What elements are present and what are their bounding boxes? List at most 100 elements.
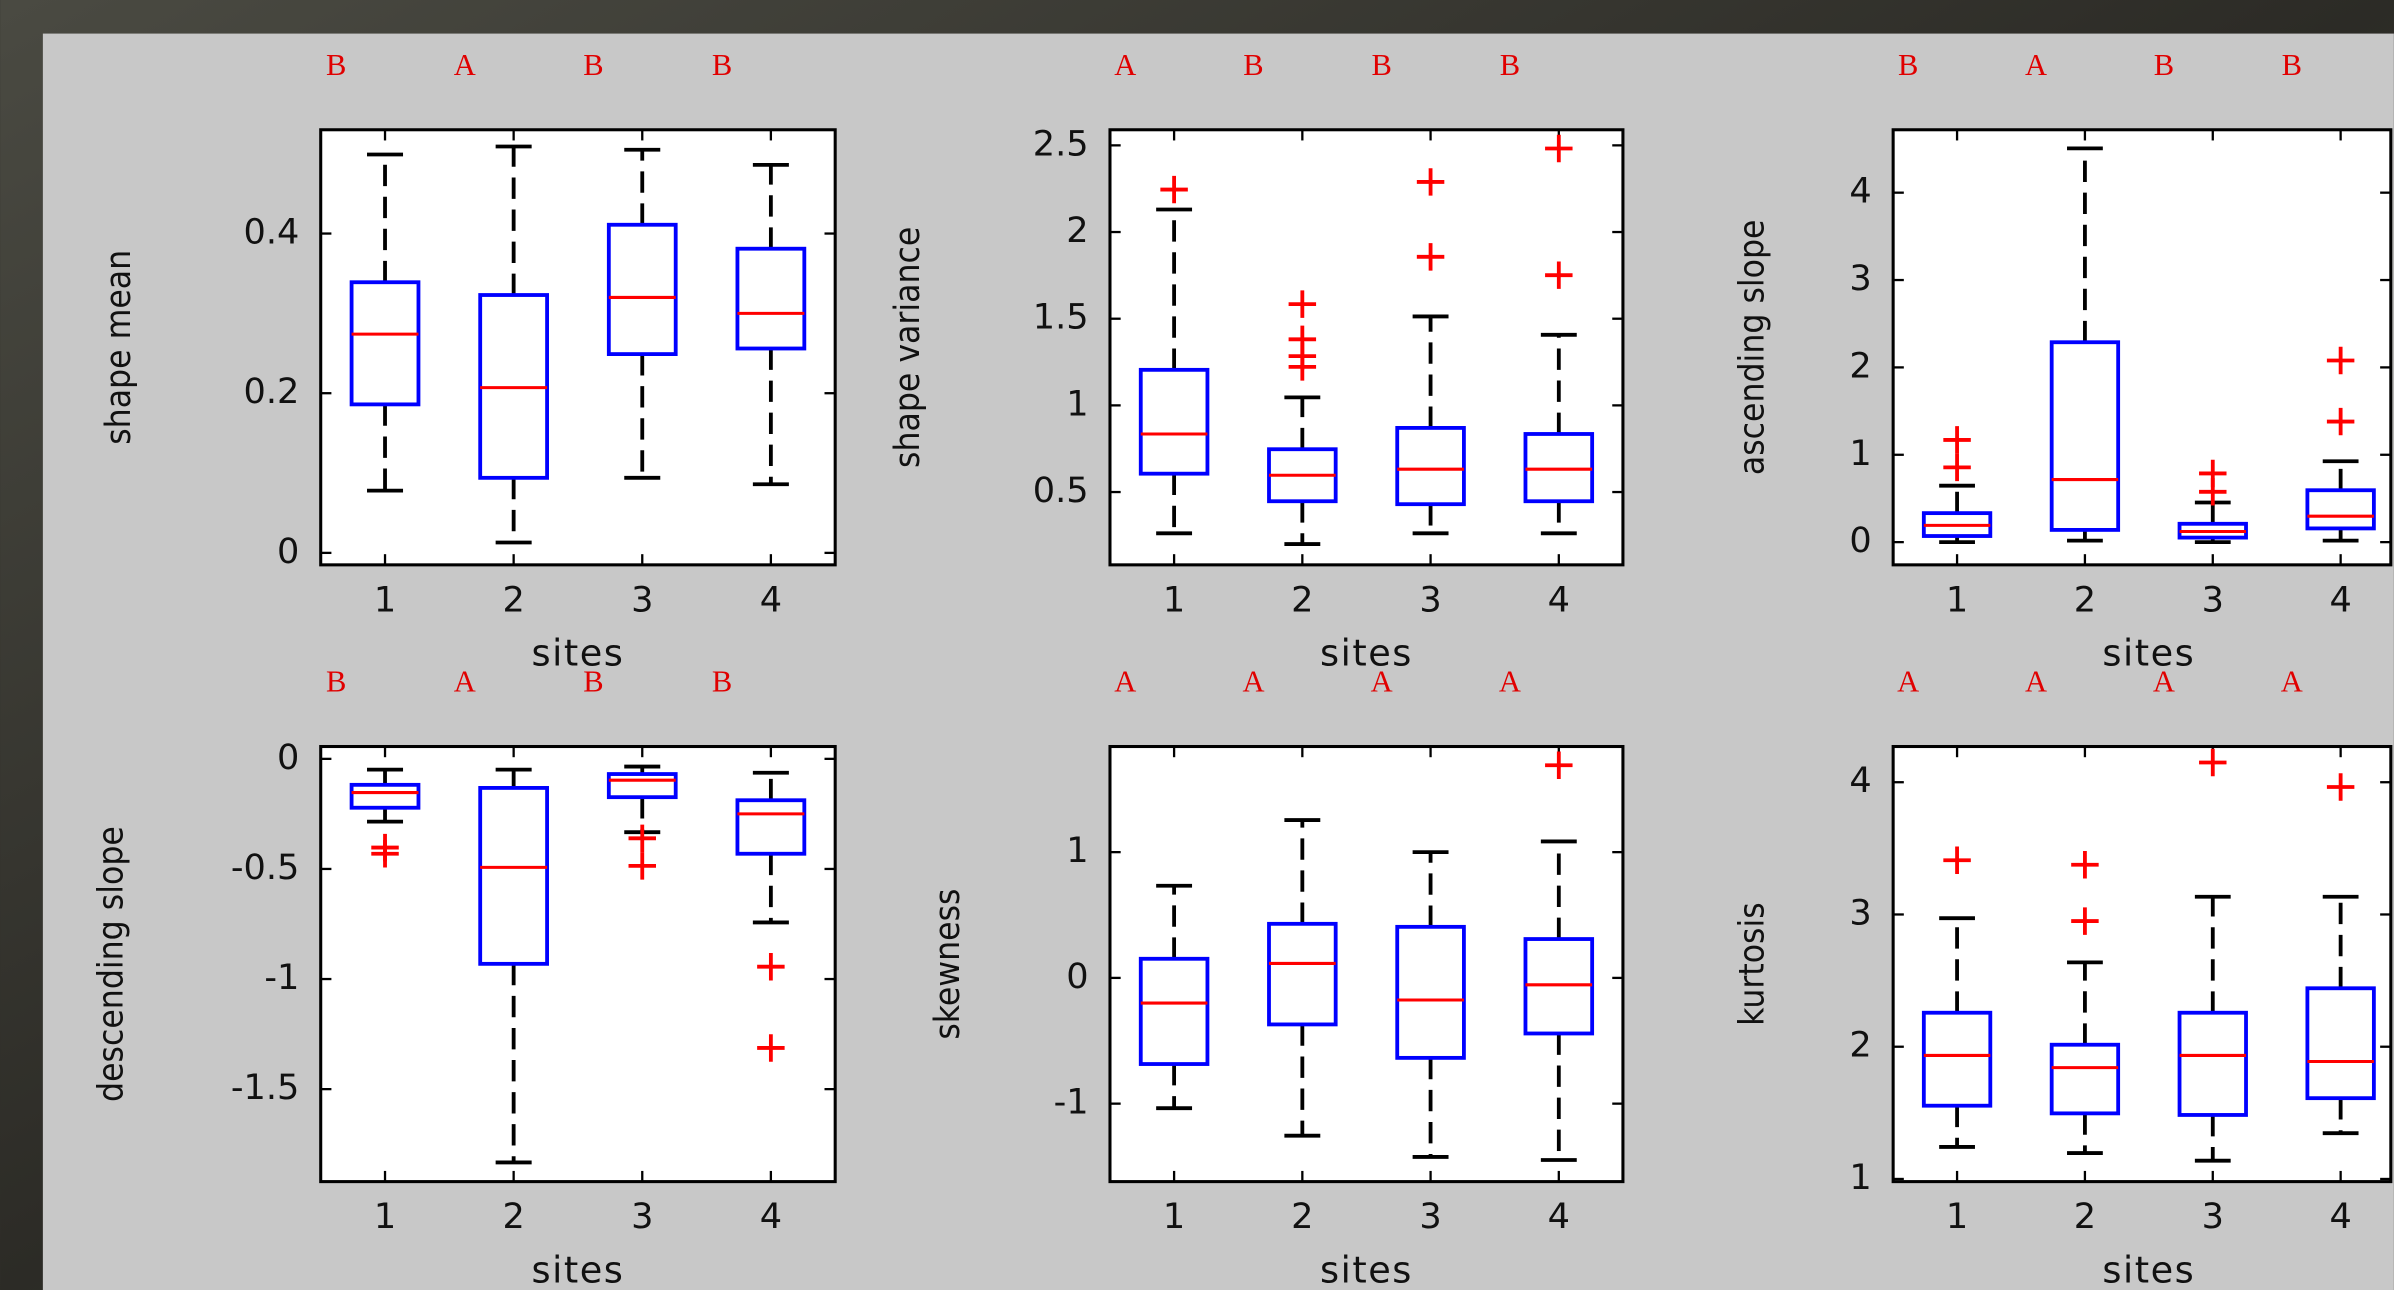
significance-letter: A: [1242, 665, 1264, 699]
plot-area: [1893, 747, 2391, 1182]
y-tick-label: 0.2: [243, 371, 299, 412]
y-tick-label: 2.5: [1033, 123, 1089, 164]
box: [1141, 959, 1208, 1064]
significance-letter: B: [326, 665, 346, 699]
significance-letter: B: [712, 48, 732, 82]
y-tick-label: 1: [1066, 383, 1088, 424]
y-axis-label: kurtosis: [1731, 902, 1772, 1026]
box: [1397, 428, 1464, 504]
box: [1397, 927, 1464, 1058]
box: [1269, 924, 1336, 1025]
x-tick-label: 1: [1163, 579, 1185, 620]
x-tick-label: 2: [2074, 1196, 2096, 1237]
x-tick-label: 4: [2329, 579, 2351, 620]
y-tick-label: 1.5: [1033, 297, 1089, 338]
x-tick-label: 4: [1548, 1196, 1570, 1237]
box: [1924, 1013, 1990, 1106]
box: [2307, 490, 2373, 528]
y-tick-label: 4: [1849, 760, 1871, 801]
significance-letter: A: [2153, 665, 2175, 699]
y-axis-label: skewness: [927, 888, 968, 1039]
y-tick-label: 0: [277, 531, 299, 572]
x-axis-label: sites: [532, 1248, 625, 1290]
x-tick-label: 4: [760, 1196, 782, 1237]
x-tick-label: 3: [631, 1196, 653, 1237]
significance-letter: B: [583, 48, 603, 82]
y-tick-label: 0: [1066, 956, 1088, 997]
y-tick-label: 0: [277, 737, 299, 778]
x-axis-label: sites: [2102, 632, 2195, 675]
x-axis-label: sites: [1320, 632, 1413, 675]
x-tick-label: 2: [502, 1196, 524, 1237]
y-tick-label: -1: [1054, 1082, 1089, 1123]
y-tick-label: 4: [1849, 171, 1871, 212]
significance-letter: A: [1114, 665, 1136, 699]
y-tick-label: 1: [1849, 433, 1871, 474]
x-axis-label: sites: [532, 632, 625, 675]
x-tick-label: 2: [1291, 1196, 1313, 1237]
x-tick-label: 2: [1291, 579, 1313, 620]
box: [737, 249, 804, 349]
significance-letter: B: [1372, 48, 1392, 82]
y-axis-label: shape mean: [98, 250, 139, 445]
significance-letter: A: [2281, 665, 2303, 699]
significance-letter: A: [454, 48, 476, 82]
box: [737, 800, 804, 854]
box: [2052, 342, 2118, 530]
x-tick-label: 1: [374, 1196, 396, 1237]
y-tick-label: 2: [1849, 1025, 1871, 1066]
significance-letter: A: [1499, 665, 1521, 699]
y-tick-label: 3: [1849, 258, 1871, 299]
x-tick-label: 3: [1419, 1196, 1441, 1237]
significance-letter: B: [326, 48, 346, 82]
significance-letter: A: [454, 665, 476, 699]
y-axis-label: ascending slope: [1731, 219, 1772, 475]
y-tick-label: 3: [1849, 892, 1871, 933]
significance-letter: B: [2154, 48, 2174, 82]
x-tick-label: 4: [760, 579, 782, 620]
significance-letter: A: [1371, 665, 1393, 699]
x-tick-label: 4: [1548, 579, 1570, 620]
significance-letter: A: [1114, 48, 1136, 82]
x-tick-label: 1: [1163, 1196, 1185, 1237]
significance-letter: B: [1243, 48, 1263, 82]
y-tick-label: 1: [1066, 830, 1088, 871]
y-axis-label: shape variance: [887, 227, 928, 468]
significance-letter: A: [2025, 665, 2047, 699]
x-tick-label: 4: [2329, 1196, 2351, 1237]
significance-letter: B: [712, 665, 732, 699]
y-tick-label: 1: [1849, 1157, 1871, 1198]
box: [2052, 1045, 2118, 1114]
x-axis-label: sites: [2102, 1248, 2195, 1290]
x-tick-label: 3: [2202, 1196, 2224, 1237]
box: [480, 788, 547, 964]
x-tick-label: 3: [1419, 579, 1441, 620]
box: [1525, 434, 1592, 501]
figure: 00.20.41B2A3B4Bsitesshape mean0.511.522.…: [0, 0, 2394, 1290]
significance-letter: B: [1898, 48, 1918, 82]
y-tick-label: -0.5: [231, 847, 300, 888]
significance-letter: A: [2025, 48, 2047, 82]
y-tick-label: 2: [1849, 345, 1871, 386]
significance-letter: B: [1500, 48, 1520, 82]
box: [352, 785, 419, 808]
x-tick-label: 2: [502, 579, 524, 620]
y-axis-label: descending slope: [90, 826, 131, 1102]
x-tick-label: 3: [631, 579, 653, 620]
x-axis-label: sites: [1320, 1248, 1413, 1290]
box: [609, 774, 676, 797]
box: [2307, 988, 2373, 1098]
x-tick-label: 1: [1946, 1196, 1968, 1237]
box: [352, 282, 419, 404]
y-tick-label: -1.5: [231, 1067, 300, 1108]
x-tick-label: 3: [2202, 579, 2224, 620]
y-tick-label: 2: [1066, 210, 1088, 251]
significance-letter: B: [2282, 48, 2302, 82]
significance-letter: B: [583, 665, 603, 699]
x-tick-label: 1: [1946, 579, 1968, 620]
box: [609, 225, 676, 354]
box: [2180, 1013, 2246, 1115]
y-tick-label: 0.5: [1033, 470, 1089, 511]
screen: 00.20.41B2A3B4Bsitesshape mean0.511.522.…: [0, 0, 2394, 1290]
x-tick-label: 1: [374, 579, 396, 620]
